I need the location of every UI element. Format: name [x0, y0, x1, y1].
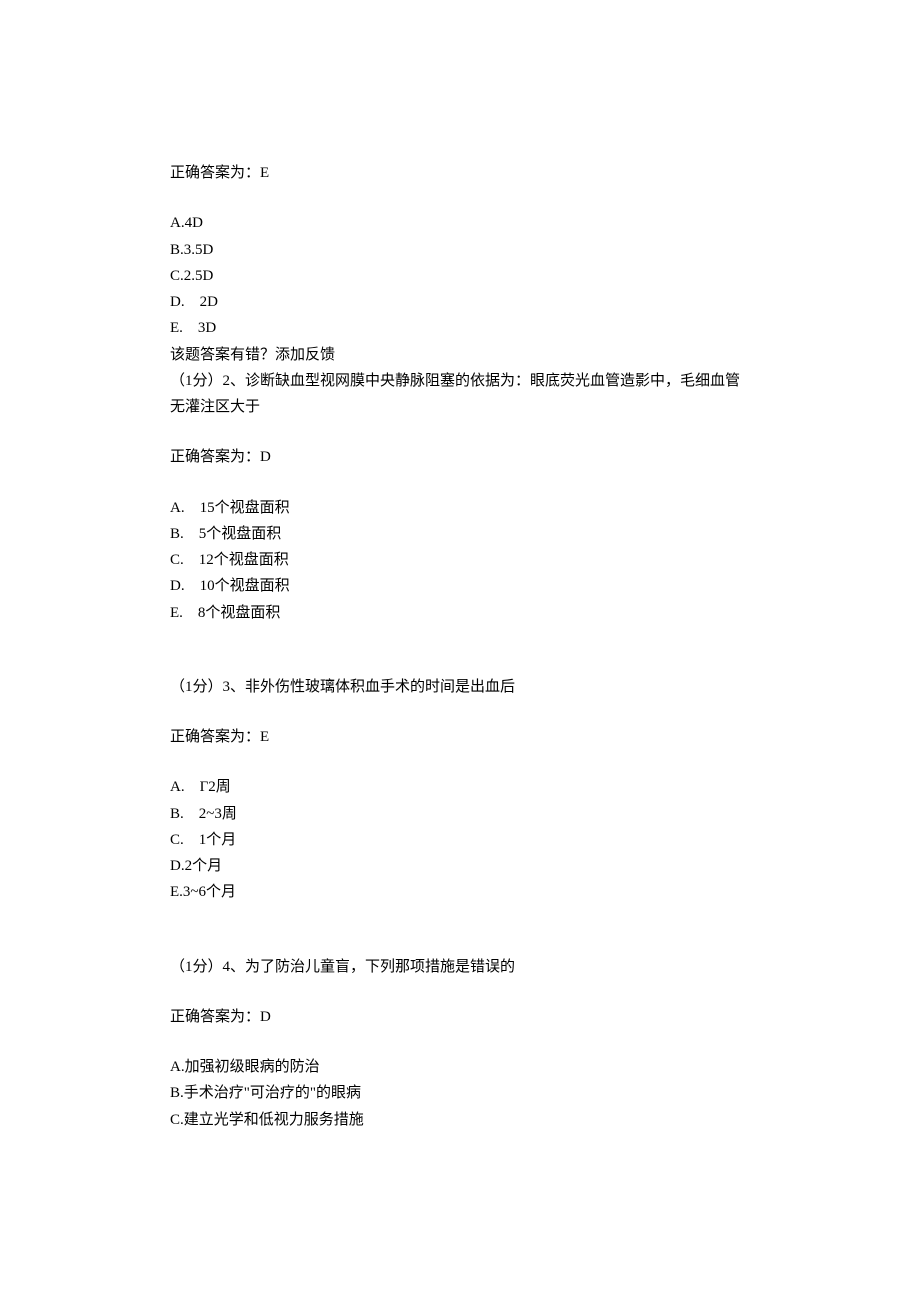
q3-option-e: E.3~6个月 [170, 879, 750, 905]
q3-option-c-text: 1个月 [199, 832, 237, 848]
q2-option-c-letter: C. [170, 552, 184, 568]
q4-option-b: B.手术治疗"可治疗的"的眼病 [170, 1080, 750, 1106]
q2-option-b-letter: B. [170, 526, 184, 542]
q3-option-b-letter: B. [170, 806, 184, 822]
q3-option-c-letter: C. [170, 832, 184, 848]
q2-stem: （1分）2、诊断缺血型视网膜中央静脉阻塞的依据为：眼底荧光血管造影中，毛细血管无… [170, 368, 750, 421]
q2-option-d-text: 10个视盘面积 [200, 578, 290, 594]
q3-answer: 正确答案为：E [170, 724, 750, 750]
q2-option-c-text: 12个视盘面积 [199, 552, 289, 568]
q1-option-b: B.3.5D [170, 237, 750, 263]
q1-answer: 正确答案为：E [170, 160, 750, 186]
q1-options: A.4D B.3.5D C.2.5D D. 2D E. 3D [170, 210, 750, 341]
q2-options: A. 15个视盘面积 B. 5个视盘面积 C. 12个视盘面积 D. 10个视盘面积 E… [170, 495, 750, 626]
q1-option-e-text: 3D [198, 320, 216, 336]
q3-option-b: B. 2~3周 [170, 801, 750, 827]
q3-stem: （1分）3、非外伤性玻璃体积血手术的时间是出血后 [170, 674, 750, 700]
q2-option-e: E. 8个视盘面积 [170, 600, 750, 626]
q2-option-a-text: 15个视盘面积 [200, 500, 290, 516]
q3-option-c: C. 1个月 [170, 827, 750, 853]
q2-option-b: B. 5个视盘面积 [170, 521, 750, 547]
q4-stem: （1分）4、为了防治儿童盲，下列那项措施是错误的 [170, 954, 750, 980]
q2-option-c: C. 12个视盘面积 [170, 547, 750, 573]
q1-option-d-letter: D. [170, 294, 185, 310]
q1-option-e-letter: E. [170, 320, 183, 336]
q3-options: A. Γ2周 B. 2~3周 C. 1个月 D.2个月 E.3~6个月 [170, 774, 750, 905]
q2-option-e-letter: E. [170, 605, 183, 621]
q4-answer: 正确答案为：D [170, 1004, 750, 1030]
q3-option-a-text: Γ2周 [200, 779, 231, 795]
q4-option-a: A.加强初级眼病的防治 [170, 1054, 750, 1080]
q2-answer: 正确答案为：D [170, 444, 750, 470]
q1-feedback: 该题答案有错？添加反馈 [170, 342, 750, 368]
q3-option-a-letter: A. [170, 779, 185, 795]
q1-option-e: E. 3D [170, 315, 750, 341]
q1-option-c: C.2.5D [170, 263, 750, 289]
q2-option-d-letter: D. [170, 578, 185, 594]
q3-option-a: A. Γ2周 [170, 774, 750, 800]
q3-option-d: D.2个月 [170, 853, 750, 879]
q2-option-a: A. 15个视盘面积 [170, 495, 750, 521]
q2-option-d: D. 10个视盘面积 [170, 573, 750, 599]
q2-option-b-text: 5个视盘面积 [199, 526, 282, 542]
q1-option-d-text: 2D [200, 294, 218, 310]
q4-options: A.加强初级眼病的防治 B.手术治疗"可治疗的"的眼病 C.建立光学和低视力服务… [170, 1054, 750, 1133]
q2-option-e-text: 8个视盘面积 [198, 605, 281, 621]
q4-option-c: C.建立光学和低视力服务措施 [170, 1107, 750, 1133]
q2-option-a-letter: A. [170, 500, 185, 516]
q1-option-a: A.4D [170, 210, 750, 236]
q1-option-d: D. 2D [170, 289, 750, 315]
q3-option-b-text: 2~3周 [199, 806, 237, 822]
